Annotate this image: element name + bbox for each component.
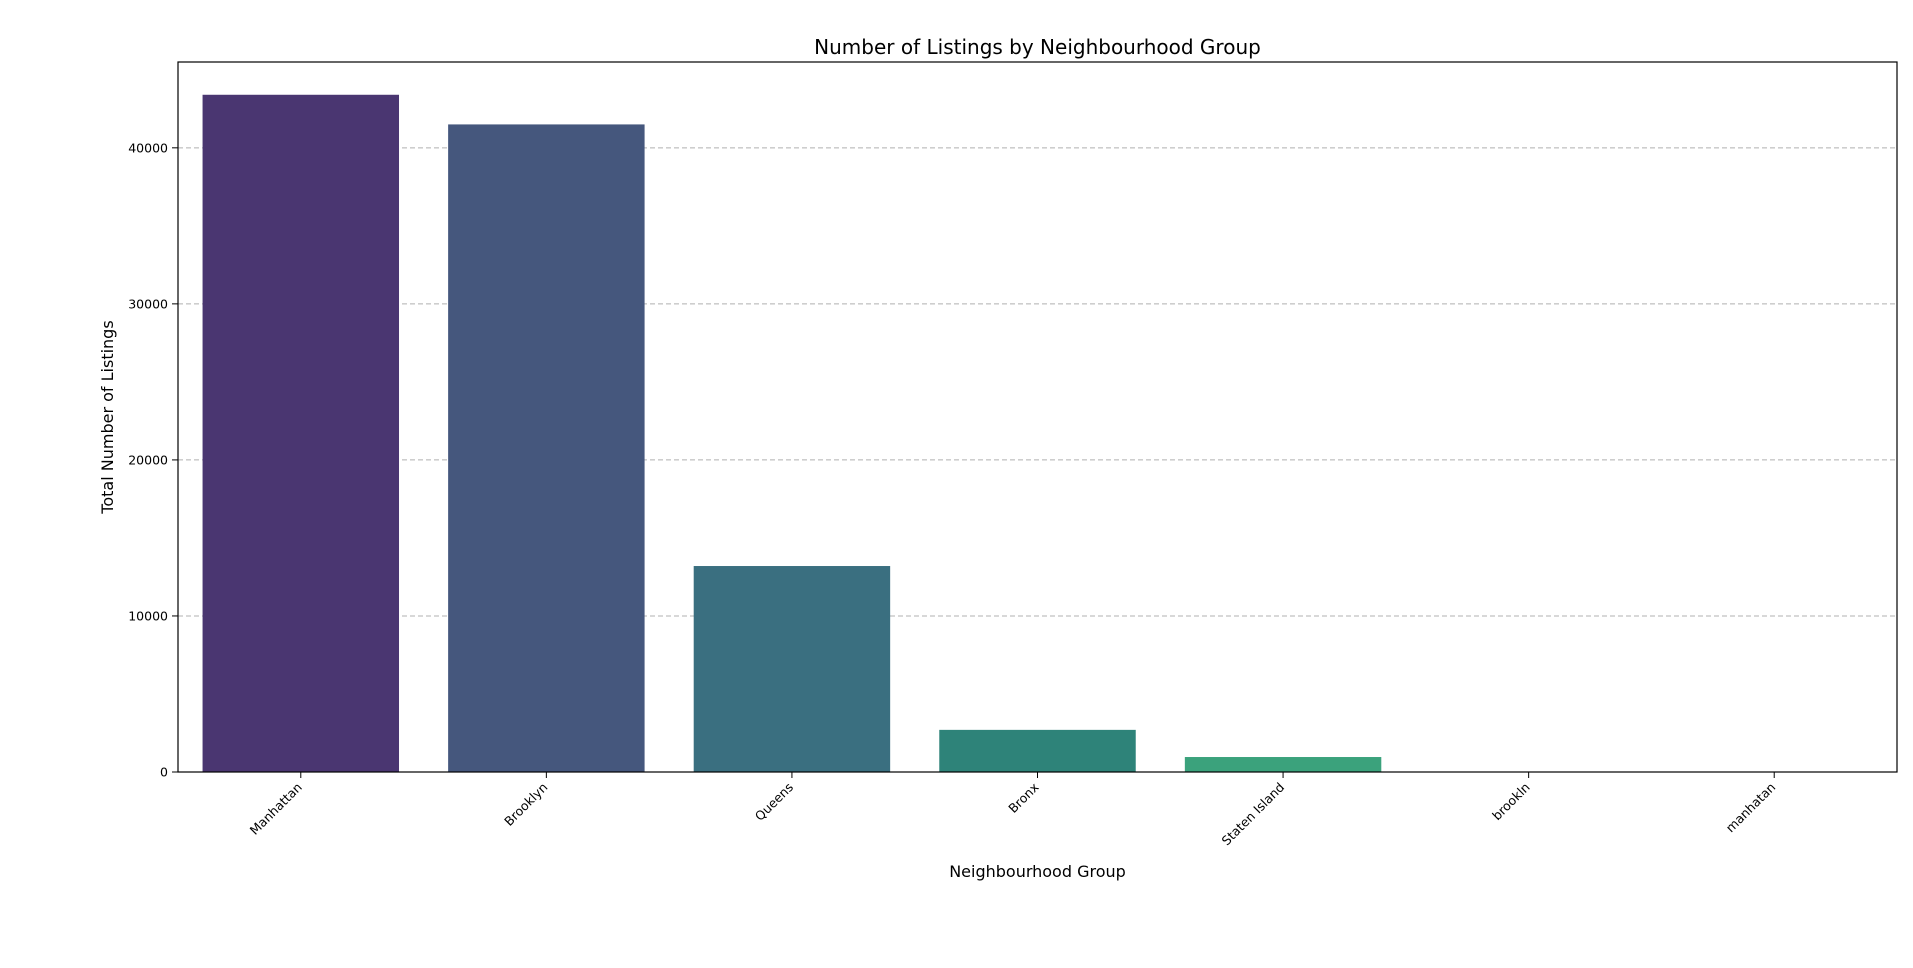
x-tick-label: Brooklyn bbox=[501, 780, 550, 829]
x-axis-title: Neighbourhood Group bbox=[949, 862, 1126, 881]
bar-staten-island bbox=[1184, 757, 1382, 772]
y-tick-label: 0 bbox=[160, 765, 168, 780]
y-axis-ticks: 0 10000 20000 30000 40000 bbox=[128, 140, 178, 780]
bar-queens bbox=[693, 566, 891, 772]
y-axis-title: Total Number of Listings bbox=[98, 320, 117, 514]
y-tick-label: 30000 bbox=[128, 296, 168, 311]
x-axis-ticks: Manhattan Brooklyn Queens Bronx Staten Islan… bbox=[247, 772, 1779, 849]
x-tick-label: manhatan bbox=[1723, 780, 1779, 836]
y-tick-label: 10000 bbox=[128, 608, 168, 623]
bar-brooklyn bbox=[448, 124, 645, 772]
x-tick-label: Queens bbox=[752, 780, 796, 824]
y-tick-label: 40000 bbox=[128, 140, 168, 155]
x-tick-label: Manhattan bbox=[247, 780, 305, 838]
x-tick-label: Bronx bbox=[1005, 780, 1041, 816]
x-tick-label: Staten Island bbox=[1218, 780, 1287, 849]
chart-title: Number of Listings by Neighbourhood Grou… bbox=[814, 35, 1261, 59]
bar-manhattan bbox=[202, 94, 400, 773]
bars bbox=[202, 94, 1382, 773]
y-tick-label: 20000 bbox=[128, 452, 168, 467]
x-tick-label: brookln bbox=[1489, 780, 1533, 824]
grid-lines bbox=[178, 147, 1897, 617]
bar-bronx bbox=[939, 729, 1136, 772]
plot-area-frame bbox=[177, 61, 1898, 773]
